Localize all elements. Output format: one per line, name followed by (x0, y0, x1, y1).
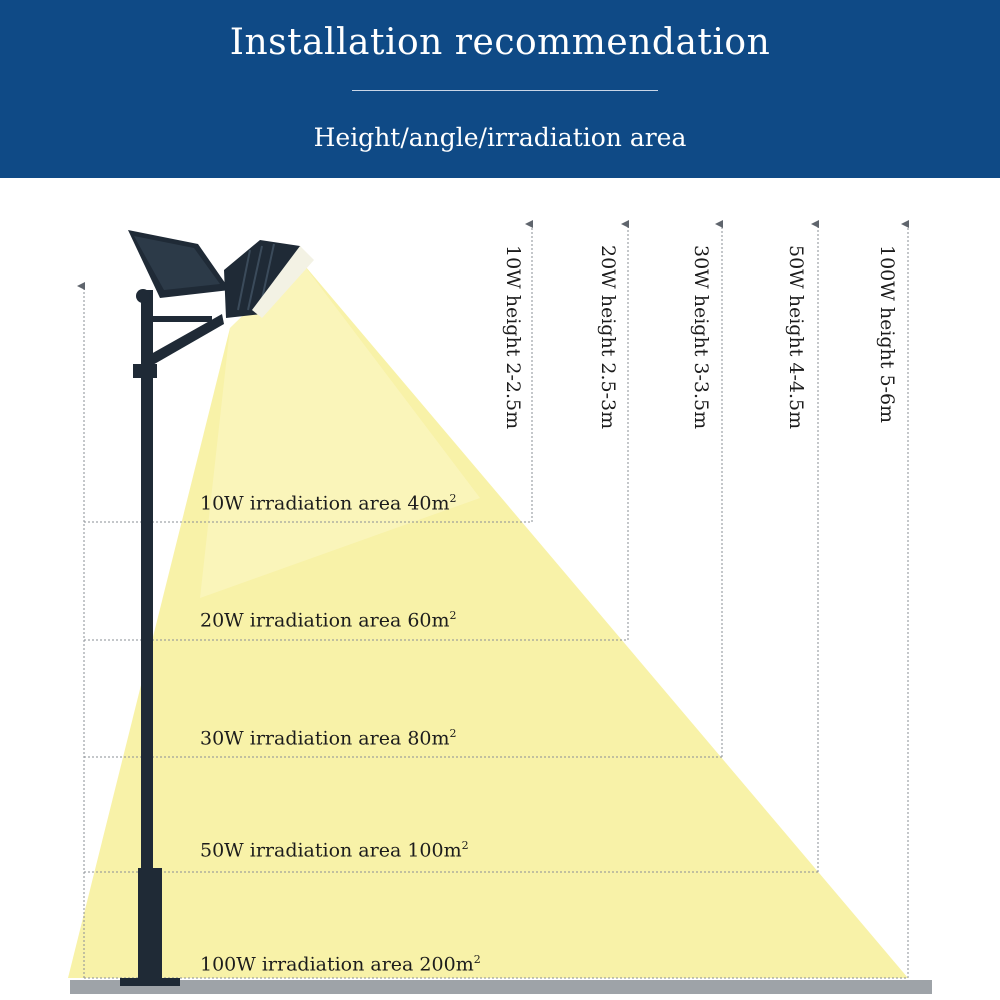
light-beam (68, 260, 908, 978)
height-label-50w: 50W height 4-4.5m (785, 245, 807, 430)
title-divider (352, 90, 658, 91)
area-label-30w: 30W irradiation area 80m2 (200, 727, 457, 750)
installation-diagram (68, 220, 932, 994)
height-label-100w: 100W height 5-6m (876, 245, 898, 424)
header-banner: Installation recommendation Height/angle… (0, 0, 1000, 178)
street-pole-icon (120, 289, 224, 986)
page-title: Installation recommendation (229, 22, 771, 63)
area-label-10w: 10W irradiation area 40m2 (200, 492, 457, 515)
area-label-50w: 50W irradiation area 100m2 (200, 839, 469, 862)
ground (70, 980, 932, 994)
area-label-100w: 100W irradiation area 200m2 (200, 953, 481, 976)
height-label-20w: 20W height 2.5-3m (597, 245, 619, 430)
height-label-10w: 10W height 2-2.5m (502, 245, 524, 430)
solar-flood-light-icon (128, 230, 314, 318)
light-beam-glow (200, 260, 480, 598)
area-label-20w: 20W irradiation area 60m2 (200, 609, 457, 632)
height-label-30w: 30W height 3-3.5m (690, 245, 712, 430)
page-subtitle: Height/angle/irradiation area (313, 123, 687, 152)
